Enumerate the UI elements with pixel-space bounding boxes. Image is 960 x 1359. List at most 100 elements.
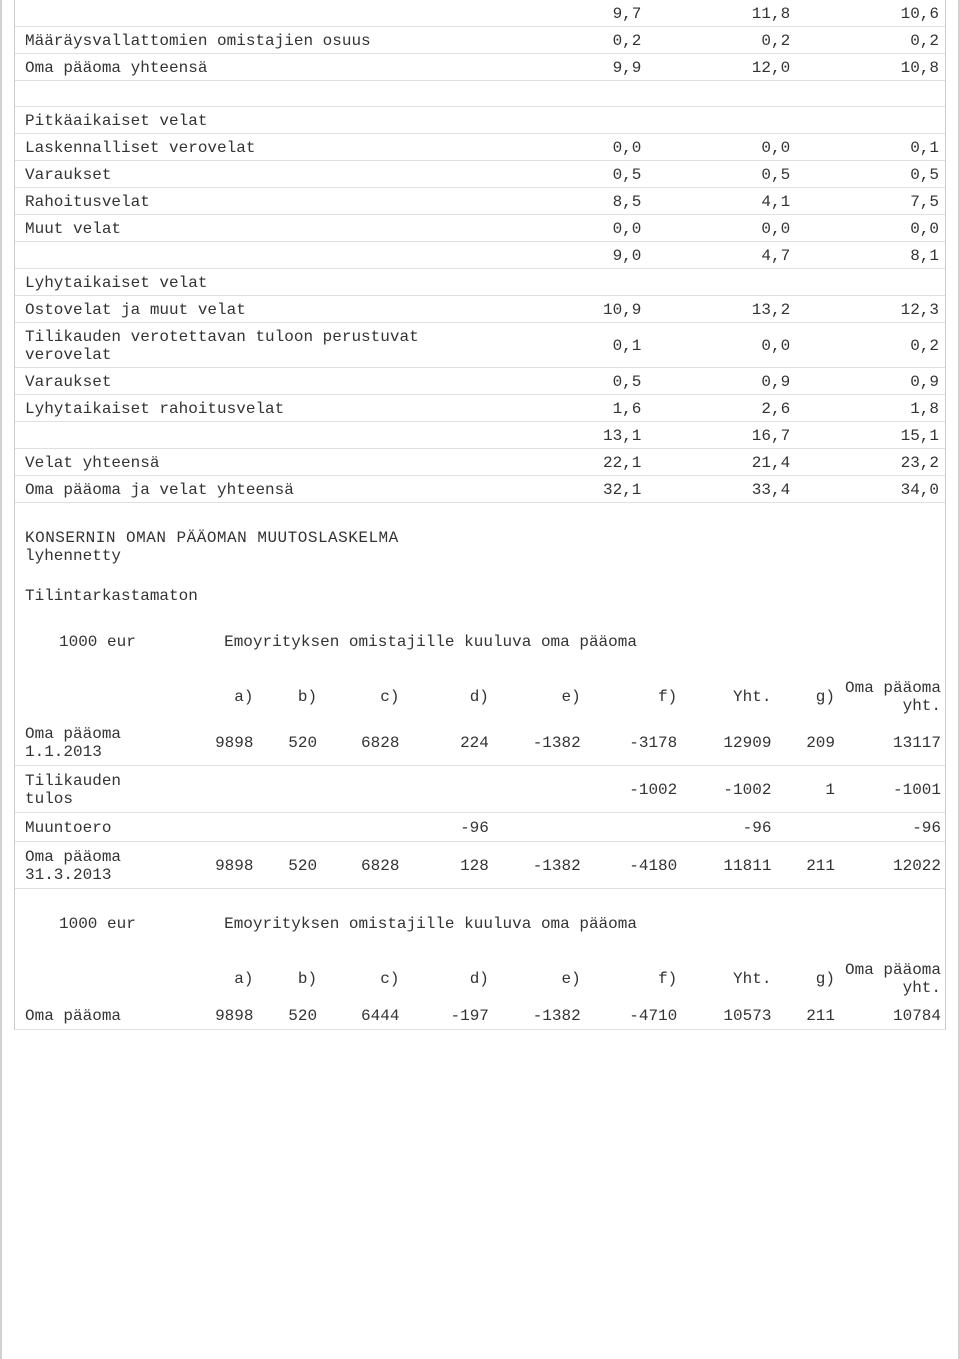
row-value: 0,5 (499, 368, 648, 395)
equity-col-header: e) (493, 957, 585, 1001)
row-label: Varaukset (15, 161, 499, 188)
row-value: -1382 (493, 719, 585, 766)
equity-section-title: KONSERNIN OMAN PÄÄOMAN MUUTOSLASKELMA (15, 503, 945, 547)
row-value: 10784 (839, 1001, 945, 1030)
row-value: 0,2 (499, 27, 648, 54)
equity-col-header: f) (585, 957, 682, 1001)
equity-col-header: Oma pääoma yht. (839, 957, 945, 1001)
row-value (775, 813, 839, 842)
row-label (15, 242, 499, 269)
row-value (321, 766, 403, 813)
row-value: -1382 (493, 1001, 585, 1030)
row-value: -96 (403, 813, 492, 842)
row-label: Oma pääoma 31.3.2013 (15, 842, 180, 889)
equity-col-header: g) (775, 957, 839, 1001)
row-label (15, 422, 499, 449)
row-value: 0,5 (647, 161, 796, 188)
row-value: 209 (775, 719, 839, 766)
table-row: Varaukset0,50,50,5 (15, 161, 945, 188)
row-value: 16,7 (647, 422, 796, 449)
row-value: 11811 (681, 842, 775, 889)
row-value (796, 107, 945, 134)
equity-col-header: d) (403, 957, 492, 1001)
row-label: Lyhytaikaiset rahoitusvelat (15, 395, 499, 422)
row-value: 0,0 (499, 134, 648, 161)
row-value (647, 107, 796, 134)
row-value (647, 269, 796, 296)
row-value: 23,2 (796, 449, 945, 476)
row-value: 224 (403, 719, 492, 766)
row-value: 0,0 (647, 215, 796, 242)
row-value (257, 813, 321, 842)
equity-change-table-2: 1000 eurEmoyrityksen omistajille kuuluva… (15, 909, 945, 1030)
row-label: Pitkäaikaiset velat (15, 107, 499, 134)
row-label (15, 0, 499, 27)
row-value: 9,9 (499, 54, 648, 81)
table-row: Lyhytaikaiset velat (15, 269, 945, 296)
row-value: -4180 (585, 842, 682, 889)
table-row: Laskennalliset verovelat0,00,00,1 (15, 134, 945, 161)
row-label: Muuntoero (15, 813, 180, 842)
row-value: 34,0 (796, 476, 945, 503)
row-label: Muut velat (15, 215, 499, 242)
equity-col-header: Yht. (681, 957, 775, 1001)
row-value: 0,2 (796, 27, 945, 54)
row-value: -1002 (681, 766, 775, 813)
row-value: 1,8 (796, 395, 945, 422)
table-row: 9,04,78,1 (15, 242, 945, 269)
row-value: 9898 (180, 1001, 258, 1030)
row-value (180, 813, 258, 842)
table-row: Tilikauden tulos-1002-10021-1001 (15, 766, 945, 813)
row-value (403, 766, 492, 813)
row-value (499, 269, 648, 296)
equity-group-header: Emoyrityksen omistajille kuuluva oma pää… (180, 909, 681, 939)
table-row: Lyhytaikaiset rahoitusvelat1,62,61,8 (15, 395, 945, 422)
row-label: Tilikauden verotettavan tuloon perustuva… (15, 323, 499, 368)
row-label: Laskennalliset verovelat (15, 134, 499, 161)
row-value (493, 813, 585, 842)
row-value: 12022 (839, 842, 945, 889)
row-label: Rahoitusvelat (15, 188, 499, 215)
row-value: 6828 (321, 719, 403, 766)
table-row: Määräysvallattomien omistajien osuus0,20… (15, 27, 945, 54)
row-value: 211 (775, 1001, 839, 1030)
row-value: 2,6 (647, 395, 796, 422)
row-value: 0,5 (796, 161, 945, 188)
equity-audit-note: Tilintarkastamaton (15, 587, 945, 627)
row-value: 520 (257, 1001, 321, 1030)
equity-col-header: Oma pääoma yht. (839, 675, 945, 719)
row-label: Määräysvallattomien omistajien osuus (15, 27, 499, 54)
row-value: 9898 (180, 842, 258, 889)
table-row: Varaukset0,50,90,9 (15, 368, 945, 395)
row-value: 15,1 (796, 422, 945, 449)
table-row: Velat yhteensä22,121,423,2 (15, 449, 945, 476)
row-value: 10,9 (499, 296, 648, 323)
row-value: 22,1 (499, 449, 648, 476)
row-value: -3178 (585, 719, 682, 766)
equity-col-header: f) (585, 675, 682, 719)
row-value: 6444 (321, 1001, 403, 1030)
row-value: 0,2 (796, 323, 945, 368)
row-label: Oma pääoma 1.1.2013 (15, 719, 180, 766)
row-label: Velat yhteensä (15, 449, 499, 476)
row-value: -1002 (585, 766, 682, 813)
row-value: 0,1 (499, 323, 648, 368)
table-row: 9,711,810,6 (15, 0, 945, 27)
equity-col-header: Yht. (681, 675, 775, 719)
row-value: -96 (681, 813, 775, 842)
table-row: Ostovelat ja muut velat10,913,212,3 (15, 296, 945, 323)
row-value: 0,1 (796, 134, 945, 161)
row-value: 9,0 (499, 242, 648, 269)
equity-col-header: c) (321, 957, 403, 1001)
row-value: 10,6 (796, 0, 945, 27)
row-label: Oma pääoma yhteensä (15, 54, 499, 81)
equity-group-header: Emoyrityksen omistajille kuuluva oma pää… (180, 627, 681, 657)
row-value: -1001 (839, 766, 945, 813)
row-value: 0,0 (499, 215, 648, 242)
row-value: 8,1 (796, 242, 945, 269)
row-value: 0,0 (647, 323, 796, 368)
equity-change-table-1: 1000 eurEmoyrityksen omistajille kuuluva… (15, 627, 945, 889)
row-value: 0,9 (796, 368, 945, 395)
row-value: 21,4 (647, 449, 796, 476)
row-value: -1382 (493, 842, 585, 889)
